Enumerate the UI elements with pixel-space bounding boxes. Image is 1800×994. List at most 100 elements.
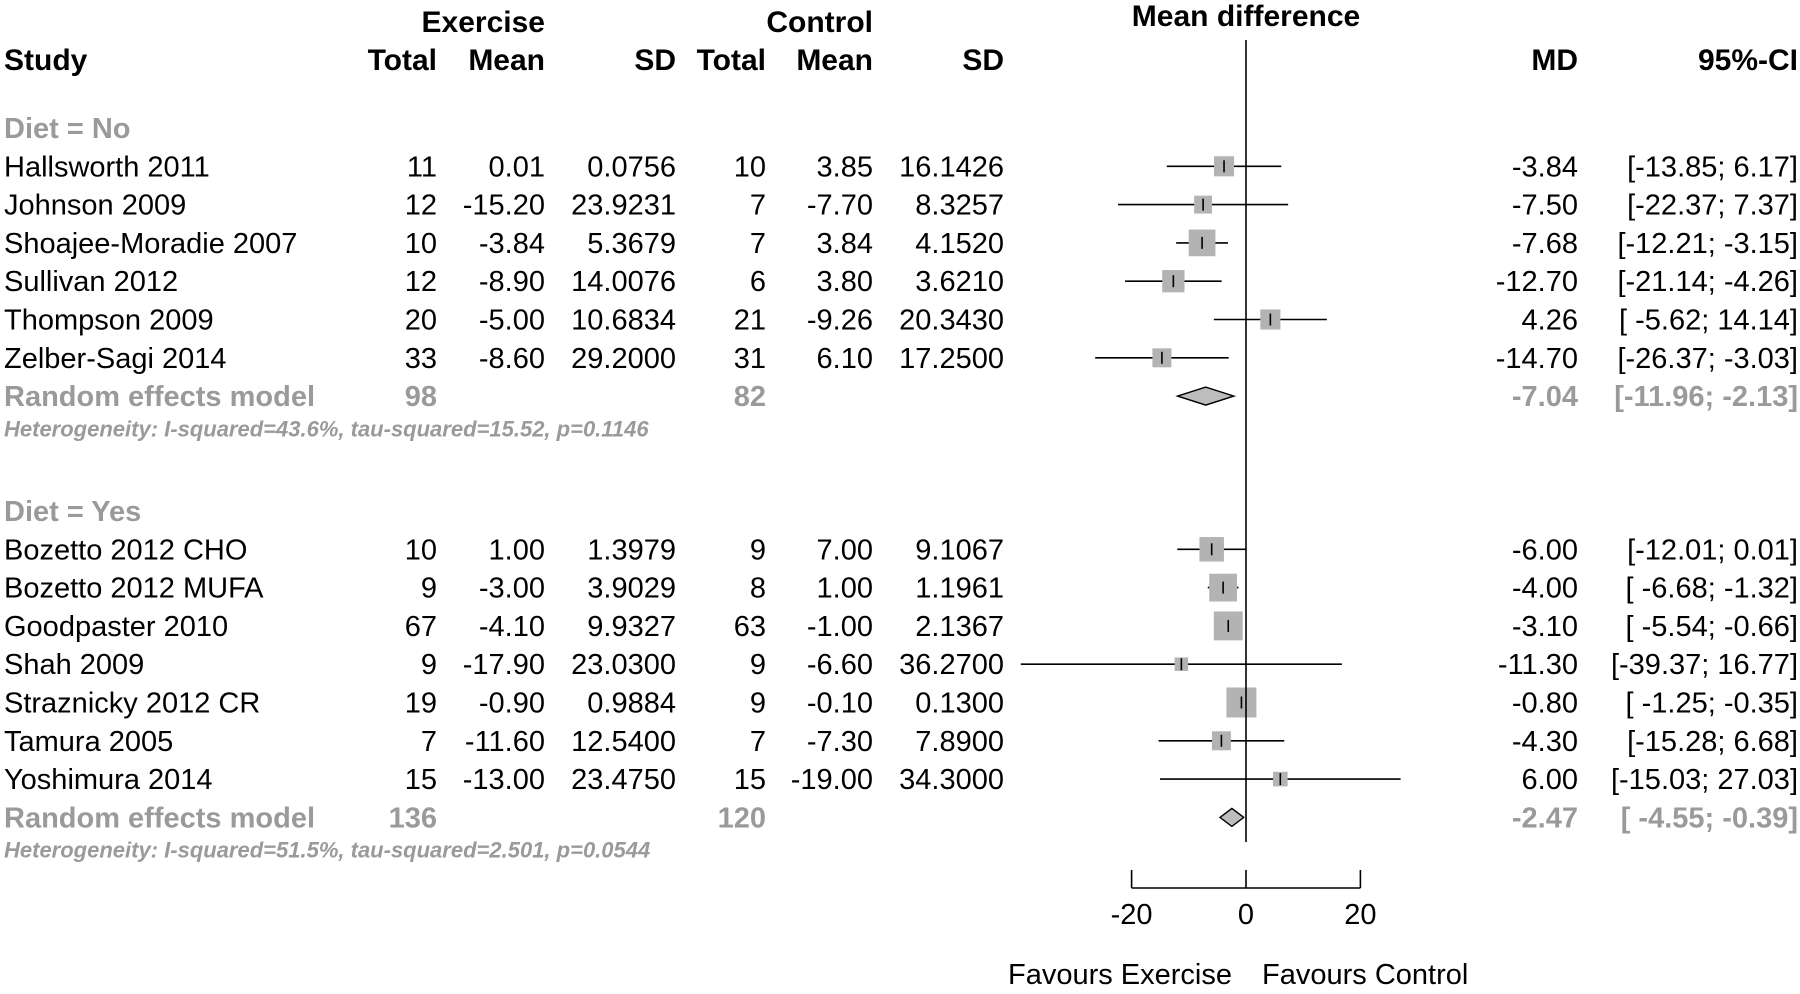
md-value: -0.80 xyxy=(1512,688,1578,720)
md-value: -11.30 xyxy=(1498,649,1578,681)
x-tick-label: 0 xyxy=(1238,899,1254,931)
pooled-label: Random effects model xyxy=(4,381,315,413)
col-header-e-mean: Mean xyxy=(468,44,545,77)
ci-value: [-39.37; 16.77] xyxy=(1611,649,1798,681)
control-mean: -7.70 xyxy=(807,190,873,222)
md-value: -7.50 xyxy=(1512,190,1578,222)
ci-value: [-15.28; 6.68] xyxy=(1627,726,1798,758)
study-row: Shoajee-Moradie 2007 10 -3.84 5.3679 7 3.84 4.… xyxy=(4,228,1798,260)
control-sd: 7.8900 xyxy=(915,726,1004,758)
exercise-mean: -0.90 xyxy=(479,688,545,720)
control-sd: 16.1426 xyxy=(899,151,1004,183)
control-total: 7 xyxy=(750,726,766,758)
md-value: -4.00 xyxy=(1512,573,1578,605)
control-total: 10 xyxy=(734,151,766,183)
control-sd: 3.6210 xyxy=(915,266,1004,298)
md-value: -3.10 xyxy=(1512,611,1578,643)
exercise-sd: 3.9029 xyxy=(587,573,676,605)
control-mean: -9.26 xyxy=(807,305,873,337)
col-header-ci: 95%-CI xyxy=(1698,44,1798,77)
exercise-mean: -11.60 xyxy=(465,726,545,758)
md-value: -4.30 xyxy=(1512,726,1578,758)
study-name: Bozetto 2012 CHO xyxy=(4,534,247,566)
study-name: Thompson 2009 xyxy=(4,305,214,337)
control-mean: 7.00 xyxy=(817,534,873,566)
exercise-mean: -3.00 xyxy=(479,573,545,605)
control-mean: 1.00 xyxy=(817,573,873,605)
study-name: Sullivan 2012 xyxy=(4,266,178,298)
pooled-control-total: 82 xyxy=(734,381,766,413)
control-sd: 17.2500 xyxy=(899,343,1004,375)
exercise-sd: 9.9327 xyxy=(587,611,676,643)
study-name: Bozetto 2012 MUFA xyxy=(4,573,264,605)
control-sd: 34.3000 xyxy=(899,764,1004,796)
pooled-row: Random effects model 136 120 -2.47 [ -4.55; … xyxy=(4,802,1798,834)
control-sd: 4.1520 xyxy=(915,228,1004,260)
study-name: Hallsworth 2011 xyxy=(4,151,210,183)
study-name: Yoshimura 2014 xyxy=(4,764,213,796)
exercise-sd: 23.9231 xyxy=(571,190,676,222)
pooled-exercise-total: 98 xyxy=(405,381,437,413)
exercise-total: 9 xyxy=(421,573,437,605)
heterogeneity-note: Heterogeneity: I-squared=51.5%, tau-squa… xyxy=(4,838,650,863)
control-mean: -0.10 xyxy=(807,688,873,720)
exercise-mean: -15.20 xyxy=(463,190,545,222)
exercise-mean: -13.00 xyxy=(463,764,545,796)
exercise-mean: -8.60 xyxy=(479,343,545,375)
exercise-total: 33 xyxy=(405,343,437,375)
control-mean: -19.00 xyxy=(791,764,873,796)
md-value: -12.70 xyxy=(1496,266,1578,298)
exercise-total: 7 xyxy=(421,726,437,758)
control-total: 63 xyxy=(734,611,766,643)
col-header-study: Study xyxy=(4,44,88,77)
study-name: Straznicky 2012 CR xyxy=(4,688,260,720)
study-name: Shah 2009 xyxy=(4,649,144,681)
study-name: Zelber-Sagi 2014 xyxy=(4,343,226,375)
favours-exercise-label: Favours Exercise xyxy=(1008,959,1232,991)
study-row: Thompson 2009 20 -5.00 10.6834 21 -9.26 20.343… xyxy=(4,305,1798,337)
study-row: Goodpaster 2010 67 -4.10 9.9327 63 -1.00 2.136… xyxy=(4,611,1798,643)
exercise-sd: 29.2000 xyxy=(571,343,676,375)
pooled-diamond xyxy=(1218,807,1245,828)
ci-value: [ -1.25; -0.35] xyxy=(1626,688,1799,720)
exercise-mean: 0.01 xyxy=(489,151,545,183)
ci-value: [-12.21; -3.15] xyxy=(1617,228,1798,260)
control-total: 6 xyxy=(750,266,766,298)
exercise-mean: -3.84 xyxy=(479,228,545,260)
pooled-exercise-total: 136 xyxy=(389,802,437,834)
md-value: 6.00 xyxy=(1522,764,1578,796)
col-header-e-total: Total xyxy=(368,44,437,77)
exercise-sd: 14.0076 xyxy=(571,266,676,298)
study-name: Johnson 2009 xyxy=(4,190,186,222)
exercise-total: 12 xyxy=(405,266,437,298)
study-row: Bozetto 2012 MUFA 9 -3.00 3.9029 8 1.00 1.1961… xyxy=(4,573,1798,605)
exercise-sd: 23.0300 xyxy=(571,649,676,681)
control-total: 7 xyxy=(750,228,766,260)
col-header-md: MD xyxy=(1531,44,1578,77)
study-row: Hallsworth 2011 11 0.01 0.0756 10 3.85 16.1426… xyxy=(4,151,1798,183)
control-sd: 2.1367 xyxy=(915,611,1004,643)
group-header-control: Control xyxy=(766,6,873,39)
control-mean: -6.60 xyxy=(807,649,873,681)
exercise-sd: 1.3979 xyxy=(587,534,676,566)
pooled-row: Random effects model 98 82 -7.04 [-11.96; -2… xyxy=(4,381,1798,413)
pooled-md-value: -7.04 xyxy=(1512,381,1578,413)
exercise-total: 67 xyxy=(405,611,437,643)
pooled-ci-value: [-11.96; -2.13] xyxy=(1614,381,1798,413)
study-row: Bozetto 2012 CHO 10 1.00 1.3979 9 7.00 9.1067 -… xyxy=(4,534,1798,566)
col-header-e-sd: SD xyxy=(634,44,676,77)
md-value: -3.84 xyxy=(1512,151,1578,183)
control-total: 15 xyxy=(734,764,766,796)
ci-value: [ -5.54; -0.66] xyxy=(1626,611,1799,643)
control-total: 7 xyxy=(750,190,766,222)
study-row: Straznicky 2012 CR 19 -0.90 0.9884 9 -0.10 0.1… xyxy=(4,688,1798,720)
control-mean: -7.30 xyxy=(807,726,873,758)
subgroup-label: Diet = Yes xyxy=(4,496,141,528)
ci-value: [-26.37; -3.03] xyxy=(1617,343,1798,375)
exercise-total: 9 xyxy=(421,649,437,681)
heterogeneity-note: Heterogeneity: I-squared=43.6%, tau-squa… xyxy=(4,416,649,441)
x-tick-label: -20 xyxy=(1111,899,1153,931)
subgroup-label: Diet = No xyxy=(4,113,131,145)
plot-marks xyxy=(1020,40,1401,842)
exercise-total: 12 xyxy=(405,190,437,222)
